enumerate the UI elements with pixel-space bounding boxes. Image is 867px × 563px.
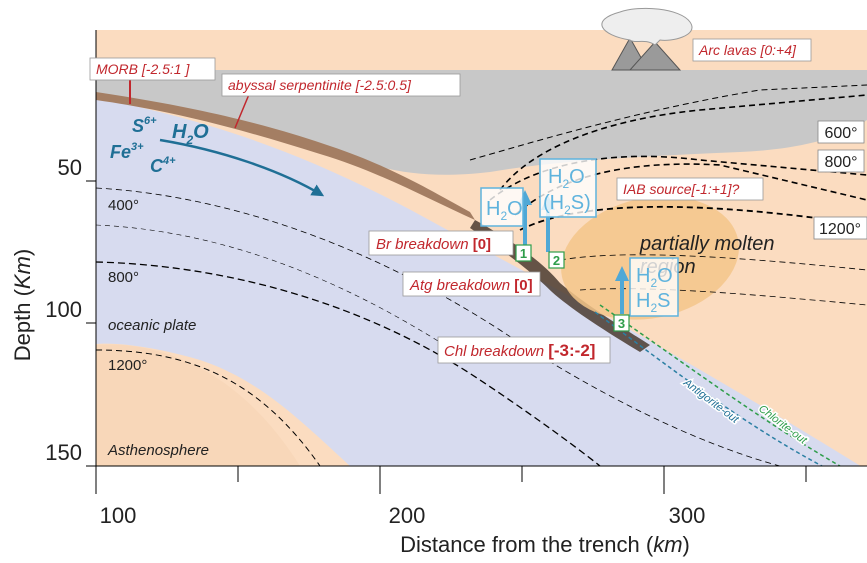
slab-isotherm-800-label: 800° — [108, 269, 139, 286]
y-tick-150: 150 — [45, 440, 82, 465]
svg-text:2: 2 — [553, 253, 560, 268]
mantle-isotherms — [469, 84, 867, 306]
isotherm-1200-tag: 1200° — [813, 216, 867, 240]
svg-text:Br breakdown [0]: Br breakdown [0] — [376, 236, 491, 253]
oceanic-plate-label: oceanic plate — [108, 317, 196, 334]
slab-transport-arrow-icon — [159, 138, 325, 197]
melt-label-line1: partially molten — [639, 233, 775, 255]
y-tick-100: 100 — [45, 297, 82, 322]
svg-text:(H2S): (H2S) — [543, 192, 591, 217]
svg-text:1: 1 — [520, 246, 527, 261]
isotherm-wedge-a — [499, 94, 867, 191]
chl-breakdown-label: Chl breakdown [-3:-2] — [437, 336, 611, 364]
slab-isotherm-extra — [96, 224, 461, 356]
svg-text:3: 3 — [618, 316, 625, 331]
isotherm-wedge-b — [514, 163, 867, 216]
isotherm-600-tag: 600° — [817, 120, 865, 144]
y-tick-50: 50 — [58, 155, 82, 180]
serpentinite-layer — [96, 92, 475, 220]
iab-source-callout: IAB source[-1:+1]? — [616, 177, 764, 201]
isotherm-600-line — [469, 84, 867, 161]
water-label: H2O — [172, 121, 209, 147]
fluid-box-2: H2O (H2S) — [539, 158, 597, 218]
asthenosphere-label: Asthenosphere — [107, 442, 209, 459]
slab-isotherm-1200-label: 1200° — [108, 357, 147, 374]
fluid-box-1: H2O — [480, 187, 524, 227]
reaction-2-tag: 2 — [548, 251, 565, 269]
svg-text:600°: 600° — [824, 125, 857, 142]
svg-text:abyssal serpentinite [-2.5:0.5: abyssal serpentinite [-2.5:0.5] — [228, 77, 412, 93]
sulfate-label: S6+ — [132, 115, 157, 136]
axes: 100 200 300 50 100 150 Distance from the… — [10, 30, 867, 557]
isotherm-800-tag: 800° — [817, 149, 865, 173]
svg-text:Chl breakdown [-3:-2]: Chl breakdown [-3:-2] — [444, 341, 595, 360]
arc-lavas-callout: Arc lavas [0:+4] — [692, 38, 812, 62]
fluid-box-3: H2O H2S — [629, 257, 679, 317]
svg-text:H2O: H2O — [548, 166, 585, 191]
svg-text:Atg breakdown [0]: Atg breakdown [0] — [409, 277, 533, 294]
svg-text:H2S: H2S — [636, 290, 670, 315]
reaction-1-tag: 1 — [515, 244, 532, 262]
svg-text:Arc lavas [0:+4]: Arc lavas [0:+4] — [698, 42, 797, 58]
svg-text:MORB [-2.5:1 ]: MORB [-2.5:1 ] — [96, 61, 190, 77]
isotherm-wedge-c — [559, 254, 867, 271]
slab-isotherm-1200-line — [96, 349, 321, 466]
y-axis-label: Depth (Km) — [10, 249, 35, 361]
x-tick-300: 300 — [669, 503, 706, 528]
asthenosphere-region — [96, 344, 300, 466]
arc-volcano — [601, 7, 693, 71]
ferric-iron-label: Fe3+ — [110, 141, 144, 162]
isotherm-800-line — [489, 155, 867, 201]
br-breakdown-label: Br breakdown [0] — [368, 230, 514, 256]
morb-callout: MORB [-2.5:1 ] — [89, 57, 216, 104]
svg-text:H2O: H2O — [486, 198, 523, 223]
atg-breakdown-label: Atg breakdown [0] — [402, 271, 541, 297]
abyssal-callout: abyssal serpentinite [-2.5:0.5] — [221, 73, 461, 129]
antigorite-out-line — [594, 311, 823, 466]
svg-text:H2O: H2O — [636, 265, 673, 290]
x-axis-label: Distance from the trench (km) — [400, 532, 690, 557]
slab-isotherm-800-line — [96, 261, 601, 466]
slab-species: S6+ Fe3+ C4+ H2O — [110, 115, 209, 176]
x-tick-200: 200 — [389, 503, 426, 528]
reaction-3-tag: 3 — [613, 314, 630, 332]
svg-text:800°: 800° — [824, 154, 857, 171]
chlorite-out-line — [599, 304, 841, 466]
carbonate-label: C4+ — [150, 155, 176, 176]
slab-isotherms — [96, 187, 781, 466]
x-tick-100: 100 — [100, 503, 137, 528]
hydrated-crust — [470, 220, 650, 352]
svg-text:IAB source[-1:+1]?: IAB source[-1:+1]? — [623, 181, 740, 197]
slab-isotherm-400-label: 400° — [108, 197, 139, 214]
slab-isotherm-400-line — [96, 187, 781, 466]
svg-text:1200°: 1200° — [819, 221, 861, 238]
plume-icon — [601, 7, 693, 46]
